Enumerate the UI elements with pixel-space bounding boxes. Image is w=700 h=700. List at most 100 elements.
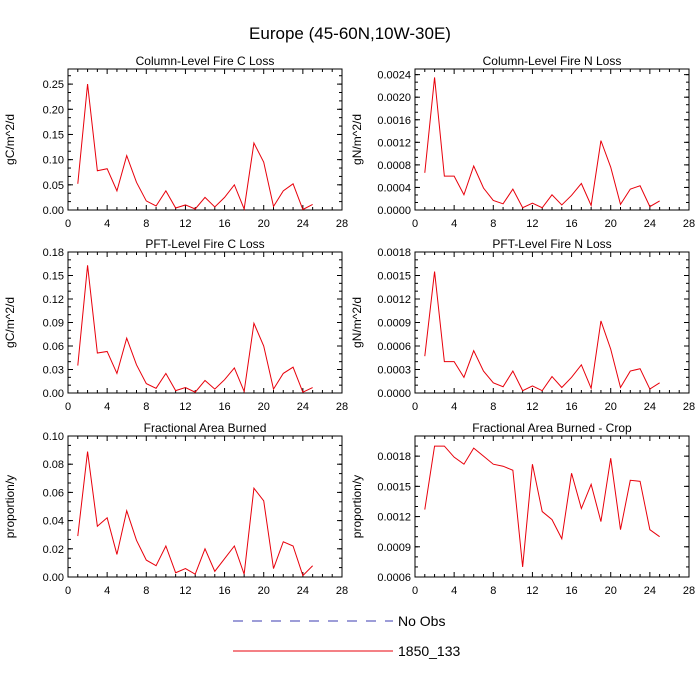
y-axis-label: proportion/y: [350, 475, 364, 538]
series-line-1850-133: [77, 451, 313, 577]
x-tick-label: 16: [218, 401, 230, 413]
x-tick-label: 24: [297, 401, 309, 413]
x-tick-label: 0: [412, 401, 418, 413]
y-tick-label: 0.08: [43, 459, 64, 471]
x-tick-label: 8: [490, 585, 496, 597]
x-tick-label: 16: [565, 401, 577, 413]
x-tick-label: 20: [258, 401, 270, 413]
x-tick-label: 20: [258, 585, 270, 597]
x-tick-label: 16: [565, 218, 577, 230]
y-tick-label: 0.03: [43, 365, 64, 377]
chart-panel-6: Fractional Area Burned - Crop proportion/…: [350, 421, 695, 597]
y-tick-label: 0.15: [43, 271, 64, 283]
y-tick-label: 0.0012: [377, 137, 411, 149]
x-tick-label: 24: [644, 218, 656, 230]
plot-frame: [67, 68, 343, 211]
y-tick-label: 0.25: [43, 79, 64, 91]
x-tick-label: 20: [605, 218, 617, 230]
y-tick-label: 0.0012: [377, 512, 411, 524]
y-tick-label: 0.10: [43, 431, 64, 443]
y-tick-label: 0.0018: [377, 451, 411, 463]
x-tick-label: 0: [412, 585, 418, 597]
plot-frame: [67, 435, 343, 578]
x-tick-label: 12: [526, 401, 538, 413]
series-line-1850-133: [424, 271, 660, 392]
x-tick-label: 16: [218, 585, 230, 597]
x-axis-ticks: [67, 436, 343, 577]
x-tick-label: 4: [451, 218, 457, 230]
x-axis-ticks: [67, 69, 343, 210]
panel-title: Column-Level Fire C Loss: [136, 54, 275, 68]
y-axis-ticks: [415, 74, 689, 211]
y-tick-label: 0.0003: [377, 365, 411, 377]
x-tick-label: 24: [297, 218, 309, 230]
y-tick-label: 0.0015: [377, 481, 411, 493]
x-tick-label: 4: [104, 585, 110, 597]
plot-frame: [414, 251, 690, 394]
y-tick-label: 0.0006: [377, 341, 411, 353]
x-axis-ticks: [414, 69, 690, 210]
y-tick-label: 0.15: [43, 129, 64, 141]
x-axis-ticks: [414, 252, 690, 393]
panel-title: Fractional Area Burned - Crop: [472, 421, 632, 435]
x-tick-label: 8: [143, 401, 149, 413]
y-tick-label: 0.02: [43, 544, 64, 556]
x-tick-label: 28: [683, 401, 695, 413]
series-line-1850-133: [77, 84, 313, 211]
y-tick-label: 0.0020: [377, 92, 411, 104]
plot-frame: [414, 435, 690, 578]
y-tick-label: 0.0018: [377, 247, 411, 259]
y-axis-ticks: [68, 75, 342, 211]
y-tick-label: 0.0000: [377, 388, 411, 400]
x-tick-label: 20: [605, 585, 617, 597]
chart-panel-1: Column-Level Fire C Loss gC/m^2/d 0 4 8 12 16 2…: [3, 54, 348, 230]
y-tick-label: 0.0004: [377, 182, 411, 194]
panel-title: Fractional Area Burned: [144, 421, 267, 435]
y-axis-label: gC/m^2/d: [3, 297, 17, 348]
series-line-1850-133: [424, 445, 660, 567]
y-tick-label: 0.12: [43, 294, 64, 306]
x-tick-label: 0: [65, 401, 71, 413]
y-axis-label: gN/m^2/d: [350, 114, 364, 165]
legend-label-2: 1850_133: [398, 643, 461, 659]
x-tick-label: 12: [179, 218, 191, 230]
y-axis-ticks: [68, 251, 342, 394]
x-axis-ticks: [414, 436, 690, 577]
chart-panel-2: Column-Level Fire N Loss gN/m^2/d 0 4 8 12 16 2…: [350, 54, 695, 230]
x-tick-label: 8: [143, 218, 149, 230]
x-tick-label: 24: [297, 585, 309, 597]
x-tick-label: 28: [336, 218, 348, 230]
chart-panel-3: PFT-Level Fire C Loss gC/m^2/d 0 4 8 12 16 20 24…: [3, 237, 348, 413]
x-axis-ticks: [67, 252, 343, 393]
series-line-1850-133: [424, 77, 660, 209]
x-tick-label: 20: [258, 218, 270, 230]
x-tick-label: 24: [644, 585, 656, 597]
x-tick-label: 12: [179, 585, 191, 597]
x-tick-label: 8: [490, 218, 496, 230]
panel-title: PFT-Level Fire C Loss: [145, 237, 264, 251]
y-tick-label: 0.0006: [377, 572, 411, 584]
x-tick-label: 28: [683, 585, 695, 597]
x-tick-label: 28: [336, 585, 348, 597]
y-tick-label: 0.0009: [377, 542, 411, 554]
chart-panel-4: PFT-Level Fire N Loss gN/m^2/d 0 4 8 12 16 20 24…: [350, 237, 695, 413]
y-axis-label: proportion/y: [3, 475, 17, 538]
y-tick-label: 0.0015: [377, 271, 411, 283]
x-tick-label: 4: [104, 218, 110, 230]
chart-panels: Column-Level Fire C Loss gC/m^2/d 0 4 8 12 16 2…: [3, 54, 695, 597]
y-tick-label: 0.09: [43, 318, 64, 330]
x-tick-label: 16: [218, 218, 230, 230]
y-tick-label: 0.0024: [377, 70, 411, 82]
x-tick-label: 4: [104, 401, 110, 413]
legend: No Obs 1850_133: [233, 613, 461, 659]
y-tick-label: 0.0009: [377, 318, 411, 330]
x-tick-label: 4: [451, 401, 457, 413]
series-line-1850-133: [77, 265, 313, 394]
y-tick-label: 0.0008: [377, 160, 411, 172]
figure-title: Europe (45-60N,10W-30E): [249, 24, 451, 43]
x-tick-label: 4: [451, 585, 457, 597]
y-axis-ticks: [415, 251, 689, 394]
y-axis-label: gN/m^2/d: [350, 297, 364, 348]
panel-title: Column-Level Fire N Loss: [483, 54, 622, 68]
